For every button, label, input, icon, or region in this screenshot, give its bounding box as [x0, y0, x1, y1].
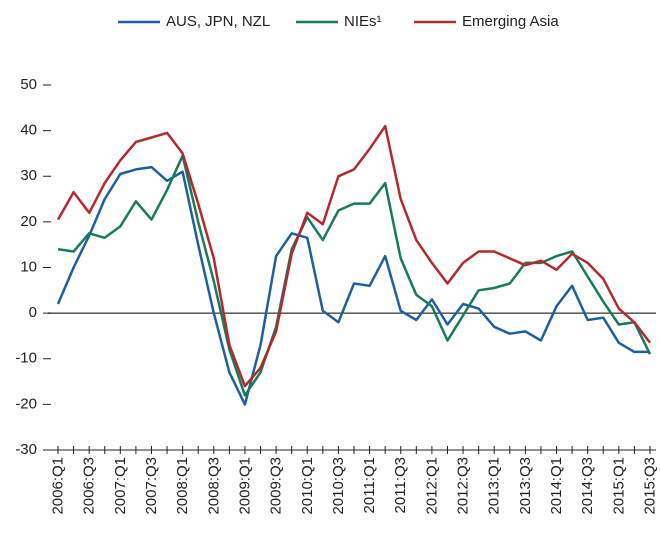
x-tick-label: 2006:Q1: [50, 457, 67, 515]
x-tick-label: 2011:Q1: [361, 457, 378, 513]
x-tick-label: 2015:Q1: [610, 457, 627, 515]
x-tick-label: 2009:Q3: [268, 457, 285, 515]
x-tick-label: 2012:Q1: [423, 457, 440, 515]
legend-label: AUS, JPN, NZL: [166, 13, 270, 30]
y-tick-label: 20: [20, 213, 37, 230]
x-tick-label: 2015:Q3: [642, 457, 659, 515]
series-line: [56, 124, 651, 388]
y-tick-label: 0: [29, 304, 37, 321]
y-tick-label: 30: [20, 167, 37, 184]
x-tick-label: 2013:Q3: [517, 457, 534, 515]
x-tick-label: 2008:Q1: [174, 457, 191, 515]
y-tick-label: 40: [20, 122, 37, 139]
x-tick-label: 2007:Q1: [112, 457, 129, 515]
x-tick-label: 2008:Q3: [205, 457, 222, 515]
x-tick-label: 2013:Q1: [486, 457, 503, 515]
legend-label: NIEs¹: [344, 13, 382, 30]
x-tick-label: 2012:Q3: [455, 457, 472, 515]
x-tick-label: 2014:Q3: [579, 457, 596, 515]
x-tick-label: 2006:Q3: [81, 457, 98, 515]
x-tick-label: 2010:Q3: [330, 457, 347, 515]
y-tick-label: -10: [15, 350, 37, 367]
legend-label: Emerging Asia: [462, 13, 559, 30]
series-line: [57, 154, 652, 397]
x-tick-label: 2011:Q3: [392, 457, 409, 513]
x-tick-label: 2007:Q3: [143, 457, 160, 515]
y-tick-label: -20: [15, 395, 37, 412]
x-tick-label: 2010:Q1: [299, 457, 316, 515]
y-tick-label: 10: [20, 258, 37, 275]
y-tick-label: -30: [15, 441, 37, 458]
x-tick-label: 2014:Q1: [548, 457, 565, 515]
series-line: [56, 165, 650, 406]
y-tick-label: 50: [20, 76, 37, 93]
x-tick-label: 2009:Q1: [236, 457, 253, 515]
